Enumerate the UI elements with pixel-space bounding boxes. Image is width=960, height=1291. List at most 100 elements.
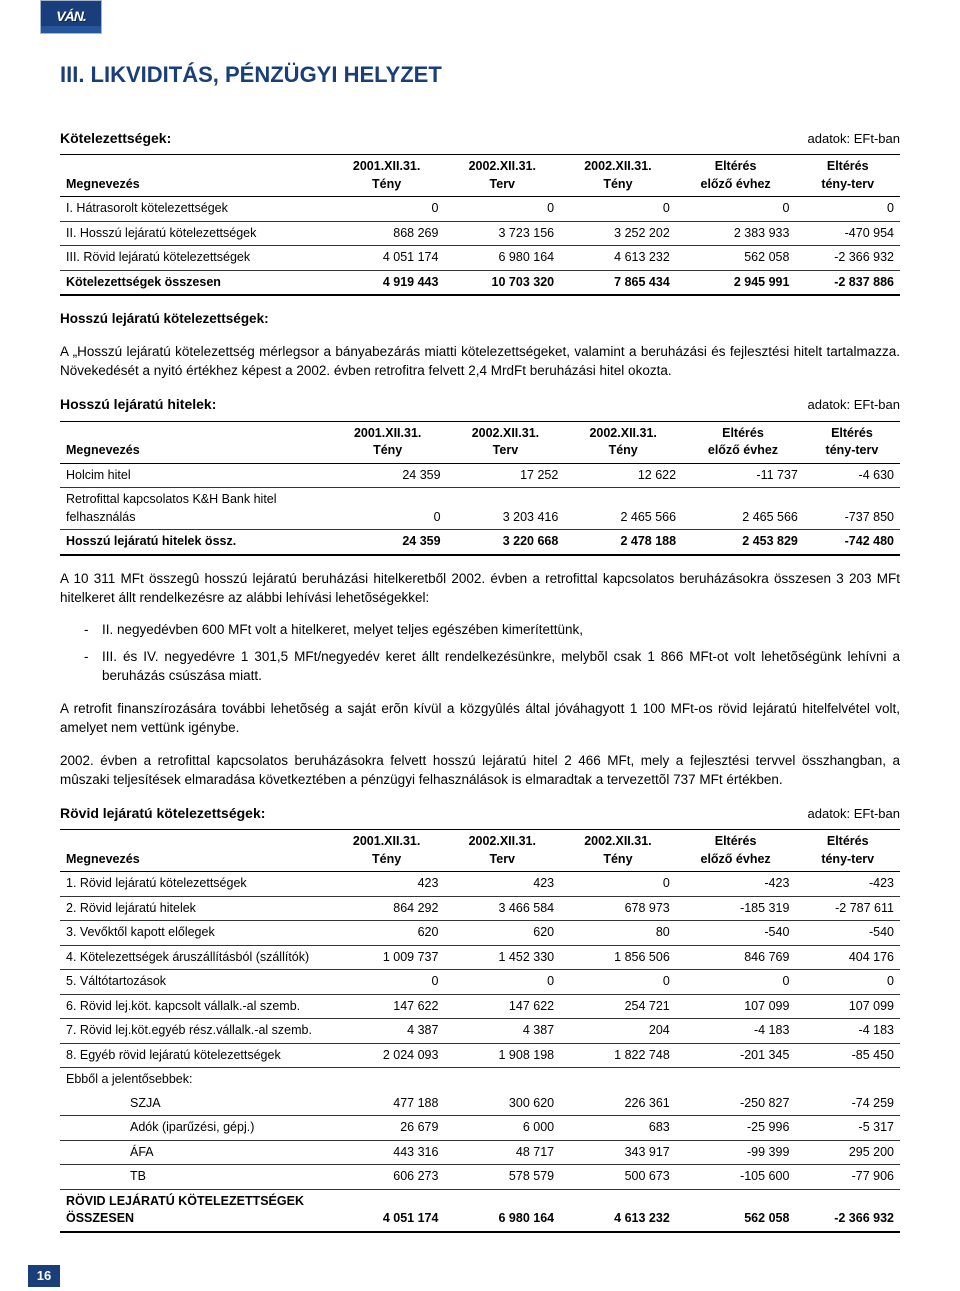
cell: -470 954	[795, 221, 900, 246]
col-header: 2002.XII.31.Terv	[444, 830, 560, 872]
para-3: A retrofit finanszírozására további lehe…	[60, 700, 900, 738]
cell: 0	[795, 197, 900, 222]
cell: SZJA	[60, 1092, 329, 1116]
table-row: RÖVID LEJÁRATÚ KÖTELEZETTSÉGEK ÖSSZESEN4…	[60, 1189, 900, 1232]
table-rovid-kotelezettsegek: Megnevezés2001.XII.31.Tény2002.XII.31.Te…	[60, 829, 900, 1233]
cell: 4 919 443	[329, 270, 445, 295]
cell: 6. Rövid lej.köt. kapcsolt vállalk.-al s…	[60, 994, 329, 1019]
cell: -2 837 886	[795, 270, 900, 295]
section-title: III. LIKVIDITÁS, PÉNZÜGYI HELYZET	[60, 0, 900, 119]
table-row: Hosszú lejáratú hitelek össz.24 3593 220…	[60, 530, 900, 555]
cell: 3 466 584	[444, 896, 560, 921]
cell: Holcim hitel	[60, 463, 329, 488]
cell: 2 453 829	[682, 530, 804, 555]
para-2: A 10 311 MFt összegû hosszú lejáratú ber…	[60, 570, 900, 608]
table-row: 7. Rövid lej.köt.egyéb rész.vállalk.-al …	[60, 1019, 900, 1044]
col-header: Megnevezés	[60, 830, 329, 872]
cell: 1 009 737	[329, 945, 445, 970]
cell: 1 452 330	[444, 945, 560, 970]
cell: 254 721	[560, 994, 676, 1019]
cell: 3 723 156	[444, 221, 560, 246]
cell: 3 203 416	[447, 488, 565, 530]
cell: 107 099	[795, 994, 900, 1019]
cell: 24 359	[329, 463, 447, 488]
cell: 0	[444, 970, 560, 995]
cell: I. Hátrasorolt kötelezettségek	[60, 197, 329, 222]
table-row: 3. Vevőktől kapott előlegek62062080-540-…	[60, 921, 900, 946]
cell: 477 188	[329, 1092, 445, 1116]
cell: 3 252 202	[560, 221, 676, 246]
cell: Kötelezettségek összesen	[60, 270, 329, 295]
hosszu-hitelek-label: Hosszú lejáratú hitelek:	[60, 395, 216, 415]
cell: 0	[444, 197, 560, 222]
cell: -99 399	[676, 1140, 796, 1165]
cell: -540	[676, 921, 796, 946]
cell: TB	[60, 1165, 329, 1190]
cell: 423	[444, 872, 560, 897]
col-header: 2001.XII.31.Tény	[329, 421, 447, 463]
cell: -85 450	[795, 1043, 900, 1068]
cell: -423	[795, 872, 900, 897]
cell: 0	[676, 970, 796, 995]
cell: 0	[329, 970, 445, 995]
cell: 10 703 320	[444, 270, 560, 295]
rovid-kotelezettsegek-label: Rövid lejáratú kötelezettségek:	[60, 804, 265, 824]
cell: -540	[795, 921, 900, 946]
cell: -4 183	[676, 1019, 796, 1044]
cell: 2 465 566	[564, 488, 682, 530]
col-header: 2001.XII.31.Tény	[329, 830, 445, 872]
table-row: II. Hosszú lejáratú kötelezettségek868 2…	[60, 221, 900, 246]
cell: 80	[560, 921, 676, 946]
cell: 1 856 506	[560, 945, 676, 970]
table-row: 5. Váltótartozások00000	[60, 970, 900, 995]
cell: 0	[560, 872, 676, 897]
cell: 620	[329, 921, 445, 946]
cell: -74 259	[795, 1092, 900, 1116]
kotelezettsegek-label: Kötelezettségek:	[60, 129, 171, 149]
table-row: III. Rövid lejáratú kötelezettségek4 051…	[60, 246, 900, 271]
cell: -2 787 611	[795, 896, 900, 921]
cell: 295 200	[795, 1140, 900, 1165]
cell: 1. Rövid lejáratú kötelezettségek	[60, 872, 329, 897]
cell: 26 679	[329, 1116, 445, 1141]
cell: Retrofittal kapcsolatos K&H Bank hitel f…	[60, 488, 329, 530]
cell: 0	[560, 197, 676, 222]
table-row: I. Hátrasorolt kötelezettségek00000	[60, 197, 900, 222]
cell: 620	[444, 921, 560, 946]
col-header: 2002.XII.31.Terv	[444, 155, 560, 197]
cell: 7. Rövid lej.köt.egyéb rész.vállalk.-al …	[60, 1019, 329, 1044]
cell: Hosszú lejáratú hitelek össz.	[60, 530, 329, 555]
cell: 404 176	[795, 945, 900, 970]
cell: 423	[329, 872, 445, 897]
unit-label-1: adatok: EFt-ban	[808, 130, 901, 148]
table-row: Adók (iparűzési, gépj.)26 6796 000683-25…	[60, 1116, 900, 1141]
cell: 4 051 174	[329, 246, 445, 271]
cell: 500 673	[560, 1165, 676, 1190]
cell: 683	[560, 1116, 676, 1141]
table-row: 6. Rövid lej.köt. kapcsolt vállalk.-al s…	[60, 994, 900, 1019]
col-header: Eltéréselőző évhez	[676, 155, 796, 197]
col-header: 2002.XII.31.Terv	[447, 421, 565, 463]
cell: 300 620	[444, 1092, 560, 1116]
cell: 0	[560, 970, 676, 995]
table-row: Holcim hitel24 35917 25212 622-11 737-4 …	[60, 463, 900, 488]
cell: -423	[676, 872, 796, 897]
table-hosszu-hitelek: Megnevezés2001.XII.31.Tény2002.XII.31.Te…	[60, 421, 900, 556]
cell: 4. Kötelezettségek áruszállításból (szál…	[60, 945, 329, 970]
col-header: Eltéréselőző évhez	[682, 421, 804, 463]
hosszu-lejaratu-heading: Hosszú lejáratú kötelezettségek:	[60, 310, 900, 329]
cell: ÁFA	[60, 1140, 329, 1165]
col-header: Eltéréstény-terv	[795, 155, 900, 197]
cell: III. Rövid lejáratú kötelezettségek	[60, 246, 329, 271]
table-row: 2. Rövid lejáratú hitelek864 2923 466 58…	[60, 896, 900, 921]
cell: 6 000	[444, 1116, 560, 1141]
unit-label-2: adatok: EFt-ban	[808, 396, 901, 414]
cell: 226 361	[560, 1092, 676, 1116]
cell: -5 317	[795, 1116, 900, 1141]
cell: -4 183	[795, 1019, 900, 1044]
cell: 864 292	[329, 896, 445, 921]
cell: -25 996	[676, 1116, 796, 1141]
list-item: III. és IV. negyedévre 1 301,5 MFt/negye…	[84, 648, 900, 686]
cell: 0	[329, 488, 447, 530]
table-row: TB606 273578 579500 673-105 600-77 906	[60, 1165, 900, 1190]
